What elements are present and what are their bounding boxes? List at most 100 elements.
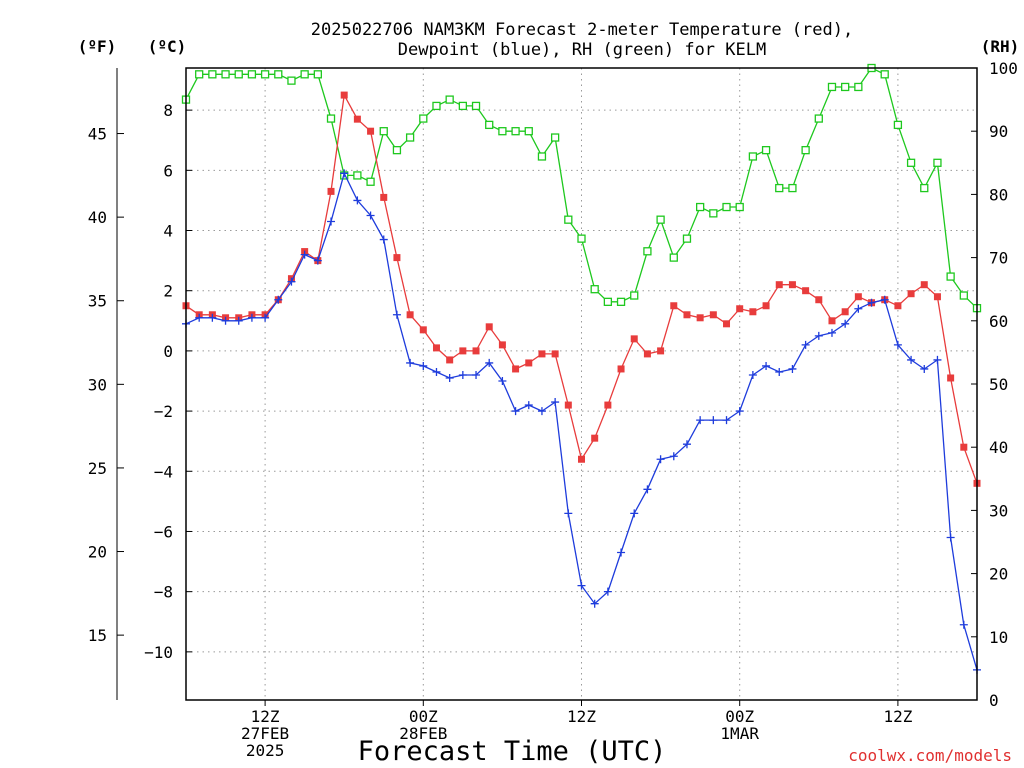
dewpoint-point [709, 416, 718, 425]
temperature-point [736, 305, 744, 313]
dewpoint-point [801, 340, 810, 349]
temperature-point [446, 356, 454, 364]
dewpoint-point [340, 169, 349, 178]
rh-point [920, 183, 929, 193]
rh-point [313, 70, 322, 79]
dewpoint-point [669, 452, 678, 461]
dewpoint-point [366, 211, 375, 220]
temperature-point [459, 347, 467, 355]
temperature-point [472, 347, 480, 355]
dewpoint-point [261, 313, 270, 322]
temperature-point [525, 359, 533, 367]
rh-point [260, 70, 270, 79]
rh-tick-label: 60 [989, 312, 1008, 331]
rh-point [195, 70, 204, 79]
rh-point [788, 183, 797, 193]
temperature-point [894, 302, 902, 310]
rh-point [247, 70, 257, 79]
temperature-point [828, 317, 836, 325]
rh-tick-label: 90 [989, 122, 1008, 141]
temperature-point [380, 193, 388, 201]
dewpoint-point [353, 196, 362, 205]
dewpoint-point [656, 455, 665, 464]
temperature-point [367, 127, 375, 135]
rh-point [616, 297, 626, 306]
fahrenheit-tick-label: 15 [88, 626, 107, 645]
dewpoint-point [537, 407, 546, 416]
temperature-point [670, 302, 678, 310]
dewpoint-point [300, 250, 309, 259]
rh-point [643, 247, 652, 256]
temperature-point [643, 350, 651, 358]
fahrenheit-tick-label: 30 [88, 375, 107, 394]
dewpoint-point [551, 398, 560, 407]
rh-point [485, 120, 494, 130]
credit-text: coolwx.com/models [848, 746, 1012, 765]
time-tick-label: 2025 [246, 741, 285, 760]
dewpoint-point [682, 440, 691, 449]
dewpoint-point [762, 361, 771, 370]
rh-point [550, 133, 560, 142]
rh-point [775, 183, 784, 193]
rh-tick-label: 0 [989, 691, 999, 710]
temperature-point [353, 115, 361, 123]
time-tick-label: 12Z [251, 707, 280, 726]
rh-point [933, 158, 942, 167]
rh-point [696, 202, 705, 212]
temperature-point [512, 365, 520, 373]
dewpoint-point [485, 358, 494, 367]
fahrenheit-tick-label: 20 [88, 543, 107, 562]
celsius-tick-label: −4 [154, 462, 173, 481]
celsius-axis: 8 6 4 2 0 −2 −4 −6 −8 −10 [144, 101, 192, 662]
rh-tick-label: 80 [989, 185, 1008, 204]
rh-point [854, 82, 863, 92]
rh-point [287, 76, 296, 85]
celsius-tick-label: −8 [154, 583, 173, 602]
rh-point [419, 114, 428, 123]
dewpoint-point [511, 407, 520, 416]
rh-point [366, 177, 375, 186]
chart-title-line1: 2025022706 NAM3KM Forecast 2-meter Tempe… [311, 20, 853, 40]
dewpoint-point [920, 364, 929, 373]
plot-frame [185, 67, 978, 701]
temperature-point [920, 281, 928, 289]
rh-tick-label: 70 [989, 249, 1008, 268]
rh-point [801, 146, 810, 155]
rh-point [564, 215, 573, 224]
rh-tick-label: 40 [989, 438, 1008, 457]
rh-tick-label: 100 [989, 59, 1018, 78]
dewpoint-point [603, 587, 612, 596]
rh-point [590, 285, 599, 294]
dewpoint-point [524, 401, 533, 410]
dewpoint-point [735, 407, 744, 416]
fahrenheit-unit-label: (ºF) [78, 37, 117, 56]
temperature-point [564, 401, 572, 409]
rh-tick-label: 50 [989, 375, 1008, 394]
rh-point [748, 152, 758, 161]
rh-point [880, 70, 889, 79]
rh-point [379, 127, 388, 136]
dewpoint-point [379, 235, 388, 244]
temperature-point [947, 374, 955, 382]
rh-point [893, 120, 903, 130]
temperature-point [762, 302, 770, 310]
fahrenheit-tick-label: 35 [88, 292, 107, 311]
rh-tick-label: 20 [989, 565, 1008, 584]
temperature-point [432, 344, 440, 352]
rh-point [577, 234, 586, 243]
rh-tick-label: 30 [989, 501, 1008, 520]
dewpoint-point [195, 313, 204, 322]
rh-point [392, 146, 402, 155]
dewpoint-point [933, 355, 942, 364]
temperature-point [709, 311, 717, 319]
series-dewpoint [182, 169, 981, 674]
temperature-point [802, 287, 810, 295]
temperature-point [498, 341, 506, 349]
rh-point [234, 70, 243, 79]
dewpoint-point [907, 355, 916, 364]
celsius-tick-label: 6 [163, 161, 173, 180]
temperature-point [696, 314, 704, 322]
dewpoint-point [577, 581, 586, 590]
rh-point [603, 297, 613, 306]
